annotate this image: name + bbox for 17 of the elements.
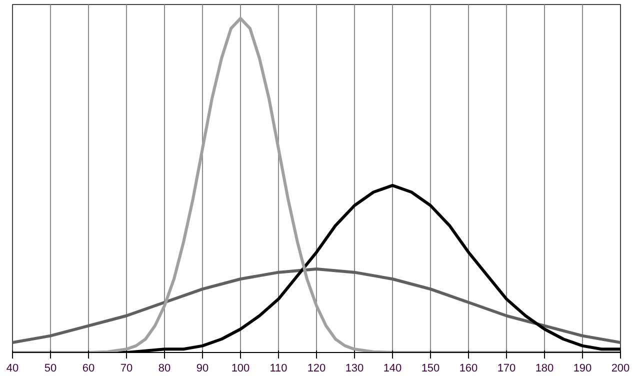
- x-tick-label: 60: [82, 362, 95, 374]
- x-tick-label: 80: [158, 362, 171, 374]
- x-tick-label: 40: [6, 362, 19, 374]
- x-tick-label: 70: [120, 362, 133, 374]
- x-tick-label: 120: [307, 362, 326, 374]
- x-tick-label: 190: [573, 362, 592, 374]
- x-tick-label: 140: [383, 362, 402, 374]
- x-tick-label: 160: [459, 362, 478, 374]
- x-tick-label: 200: [611, 362, 630, 374]
- x-tick-label: 50: [44, 362, 57, 374]
- x-tick-label: 100: [231, 362, 250, 374]
- x-tick-label: 150: [421, 362, 440, 374]
- x-tick-label: 130: [345, 362, 364, 374]
- x-tick-label: 90: [196, 362, 209, 374]
- x-tick-label: 170: [497, 362, 516, 374]
- x-tick-label: 180: [535, 362, 554, 374]
- x-tick-label: 110: [270, 362, 288, 374]
